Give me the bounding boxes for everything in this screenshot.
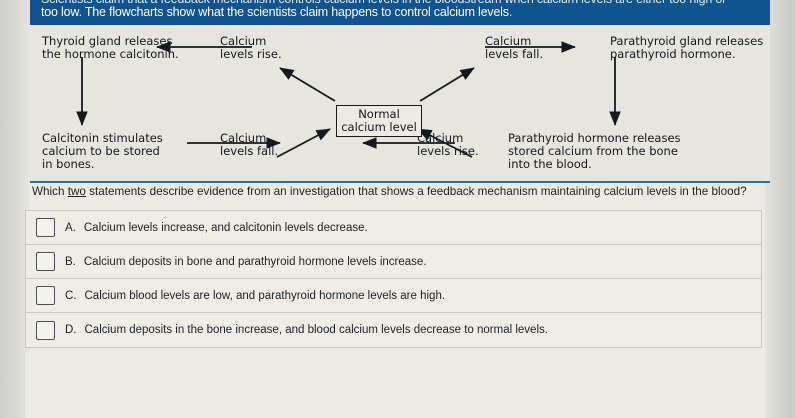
flow-node-calcium-fall-bottom: Calcium levels fall. xyxy=(220,131,279,158)
option-row-c[interactable]: C. Calcium blood levels are low, and par… xyxy=(26,279,761,313)
checkbox-option-d[interactable] xyxy=(36,320,55,340)
arrow-normal-to-fall xyxy=(419,67,475,102)
page-gutter-right xyxy=(765,0,795,418)
option-text-d: Calcium deposits in the bone increase, a… xyxy=(84,324,548,336)
prompt-banner-line2: too low. The flowcharts show what the sc… xyxy=(41,5,513,19)
option-text-c: Calcium blood levels are low, and parath… xyxy=(84,289,446,302)
question-prefix: Which xyxy=(32,185,68,198)
option-row-a[interactable]: A. Calcium levels increase, and calciton… xyxy=(26,211,761,245)
flow-node-calcium-rise-bottom: Calcium levels rise. xyxy=(417,131,479,158)
page-blank-area xyxy=(25,352,765,418)
flow-node-calcitonin-stimulates: Calcitonin stimulates calcium to be stor… xyxy=(42,131,163,171)
checkbox-option-a[interactable] xyxy=(36,218,55,237)
prompt-banner: Scientists claim that a feedback mechani… xyxy=(30,0,770,25)
option-letter-d: D. xyxy=(65,324,77,336)
flow-node-parathyroid-hormone: Parathyroid hormone releases stored calc… xyxy=(508,131,681,171)
flow-node-parathyroid-gland: Parathyroid gland releases parathyroid h… xyxy=(610,34,764,61)
answer-options-list: A. Calcium levels increase, and calciton… xyxy=(25,210,762,348)
question-suffix: statements describe evidence from an inv… xyxy=(85,185,747,198)
flow-node-thyroid-gland: Thyroid gland releases the hormone calci… xyxy=(42,34,179,61)
page-gutter-left xyxy=(0,0,30,418)
flow-node-calcium-fall-top: Calcium levels fall. xyxy=(485,34,544,61)
option-letter-b: B. xyxy=(65,255,76,268)
arrow-normal-to-rise xyxy=(279,67,336,102)
option-row-d[interactable]: D. Calcium deposits in the bone increase… xyxy=(26,313,761,347)
prompt-banner-line1: Scientists claim that a feedback mechani… xyxy=(41,0,726,6)
arrow-fall-to-normal xyxy=(276,128,331,158)
flow-node-normal-calcium-level: Normal calcium level xyxy=(336,105,422,137)
option-letter-c: C. xyxy=(65,289,77,302)
option-text-b: Calcium deposits in bone and parathyroid… xyxy=(83,255,427,268)
option-row-b[interactable]: B. Calcium deposits in bone and parathyr… xyxy=(26,245,761,279)
question-emphasis-two: two xyxy=(67,185,86,198)
flowchart-panel: Thyroid gland releases the hormone calci… xyxy=(30,25,770,183)
checkbox-option-b[interactable] xyxy=(36,252,55,271)
option-letter-a: A. xyxy=(65,221,76,234)
flow-node-calcium-rise-top: Calcium levels rise. xyxy=(220,34,282,61)
checkbox-option-c[interactable] xyxy=(36,286,55,305)
question-stem: Which two statements describe evidence f… xyxy=(32,185,767,198)
option-text-a: Calcium levels increase, and calcitonin … xyxy=(83,221,368,234)
